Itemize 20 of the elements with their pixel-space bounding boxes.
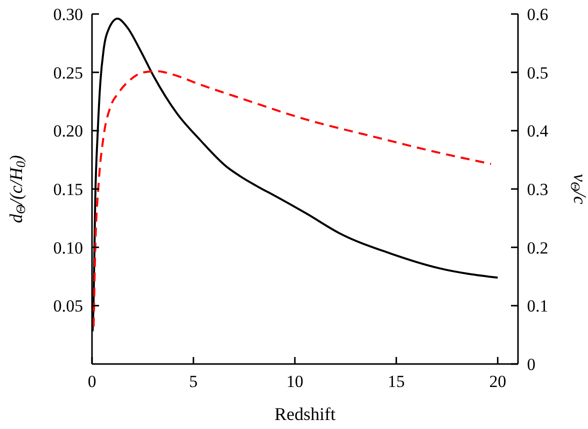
- x-tick-label: 15: [388, 372, 405, 392]
- y-tick-label: 0.20: [53, 122, 83, 141]
- x-tick-label: 0: [88, 372, 96, 392]
- y-tick-label: 0.15: [53, 180, 83, 200]
- x-axis-title: Redshift: [274, 404, 336, 424]
- y2-tick-label: 0.1: [527, 296, 548, 316]
- y-tick-label: 0.10: [53, 238, 83, 258]
- y2-tick-label: 0.4: [527, 122, 549, 141]
- y2-tick-label: 0.3: [527, 180, 548, 200]
- x-tick-label: 20: [489, 372, 506, 392]
- y2-tick-label: 0: [527, 355, 536, 374]
- x-tick-label: 5: [189, 372, 198, 392]
- y2-tick-label: 0.2: [527, 238, 548, 258]
- x-tick-label: 10: [286, 372, 304, 392]
- y-tick-label: 0.05: [53, 296, 83, 316]
- y2-tick-label: 0.6: [527, 5, 548, 24]
- y-tick-label: 0.30: [53, 5, 83, 24]
- y2-tick-label: 0.5: [527, 63, 548, 82]
- y-tick-label: 0.25: [53, 63, 83, 82]
- line-series: [92, 70, 492, 328]
